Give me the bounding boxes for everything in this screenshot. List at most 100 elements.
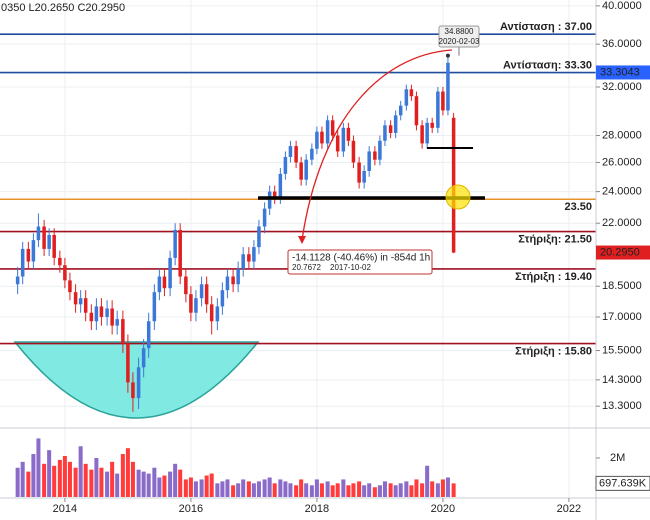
volume-bar: [272, 483, 277, 497]
volume-bar: [99, 467, 104, 497]
volume-bar: [78, 446, 83, 497]
volume-bar: [115, 473, 120, 497]
volume-bar: [193, 481, 198, 497]
volume-bar: [283, 481, 288, 497]
x-tick-label: 2020: [431, 503, 455, 515]
peak-dot: [445, 53, 450, 58]
candle-body: [425, 122, 429, 144]
candle-body: [414, 96, 419, 126]
candle-body: [94, 306, 99, 322]
candle-body: [63, 265, 67, 281]
volume-bar: [357, 481, 362, 497]
level-label: Αντίσταση: 33.30: [503, 59, 592, 71]
y-tick-label: 22.0000: [602, 217, 642, 229]
candle-body: [115, 319, 119, 326]
y-tick-label: 40.0000: [602, 0, 642, 12]
candle-body: [168, 257, 172, 289]
volume-bar: [241, 479, 246, 497]
volume-bar: [178, 469, 183, 497]
volume-bar: [256, 481, 261, 497]
candle-body: [288, 146, 293, 157]
candle-body: [194, 298, 198, 313]
candle-body: [315, 131, 319, 149]
candle-body: [362, 170, 366, 183]
candle-body: [121, 319, 125, 344]
volume-bar: [47, 450, 52, 497]
candle-body: [83, 298, 88, 313]
volume-bar: [199, 479, 204, 497]
candle-body: [257, 226, 261, 248]
candle-body: [252, 247, 256, 262]
candle-body: [236, 268, 240, 285]
candle-body: [131, 382, 135, 399]
volume-bar: [204, 475, 209, 497]
volume-bar: [262, 479, 267, 497]
candle-body: [73, 292, 78, 305]
candle-body: [136, 367, 141, 399]
candle-body: [262, 208, 267, 227]
volume-bar: [31, 454, 36, 497]
candle-body: [126, 343, 130, 383]
volume-bar: [404, 481, 409, 497]
candle-body: [283, 156, 288, 174]
price-tag: [596, 245, 650, 260]
candle-body: [204, 284, 209, 305]
volume-bar: [362, 485, 367, 497]
peak-date: 2020-02-03: [439, 37, 480, 46]
level-label: Αντίσταση : 37.00: [500, 21, 592, 33]
candle-body: [146, 321, 151, 349]
candle-body: [184, 276, 188, 295]
candle-body: [20, 248, 25, 277]
volume-bar: [220, 481, 225, 497]
candle-body: [294, 146, 298, 163]
volume-bar: [398, 483, 403, 497]
volume-bar: [251, 483, 256, 497]
volume-bar: [319, 483, 324, 497]
highlight-circle: [445, 184, 471, 210]
volume-bar: [330, 485, 335, 497]
candle-body: [441, 91, 445, 111]
volume-bar: [157, 477, 162, 497]
volume-bar: [83, 463, 88, 497]
volume-bar: [393, 485, 398, 497]
price-tag-label: 20.2950: [600, 246, 640, 258]
volume-bar: [173, 463, 178, 497]
volume-bar: [314, 479, 319, 497]
candle-body: [31, 240, 36, 262]
candle-body: [225, 276, 230, 291]
candle-body: [220, 290, 225, 307]
volume-bar: [225, 479, 230, 497]
volume-bar: [372, 487, 377, 497]
candle-body: [420, 125, 424, 144]
y-tick-label: 15.5000: [602, 344, 642, 356]
candle-body: [310, 148, 314, 160]
candle-body: [247, 254, 251, 262]
y-tick-label: 26.0000: [602, 156, 642, 168]
candle-body: [320, 131, 324, 144]
candle-body: [367, 151, 371, 171]
candle-body: [78, 298, 83, 305]
volume-bar: [209, 473, 214, 497]
volume-bar: [409, 485, 414, 497]
candle-body: [278, 173, 283, 198]
volume-bar: [294, 485, 299, 497]
volume-bar: [52, 465, 57, 497]
candles: [15, 47, 460, 412]
x-tick-label: 2016: [179, 503, 203, 515]
volume-tag-label: 697.639K: [599, 477, 647, 489]
levels: Αντίσταση : 37.00 Αντίσταση: 33.30 23.50 Στ…: [0, 21, 596, 357]
volume-bar: [110, 461, 115, 497]
candle-body: [267, 191, 272, 209]
level-label: 23.50: [564, 201, 592, 213]
candle-body: [346, 127, 351, 141]
candle-body: [15, 276, 20, 285]
candle-body: [393, 115, 398, 133]
volume-bar: [57, 459, 62, 497]
candle-body: [162, 276, 167, 289]
candle-body: [383, 125, 387, 141]
volume-tag: [595, 475, 650, 491]
y-tick-label: 36.0000: [602, 38, 642, 50]
candle-body: [52, 234, 56, 258]
volume-bar: [168, 471, 173, 497]
